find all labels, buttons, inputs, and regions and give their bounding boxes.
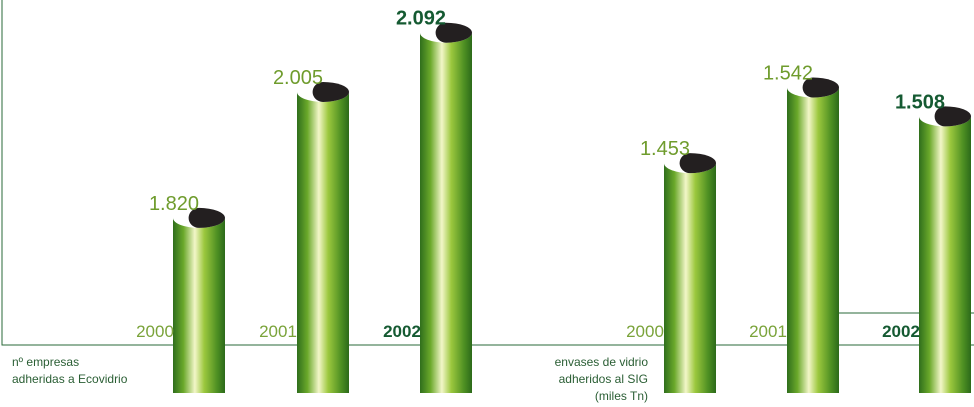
x-tick-label: 2002 [882,322,920,341]
value-label: 1.820 [149,193,199,215]
value-label: 1.542 [763,62,813,84]
value-label: 1.453 [640,138,690,160]
cylinder-cap-shadow [679,153,716,174]
x-tick-label: 2002 [383,322,421,341]
cylinder-cap-shadow [934,106,972,127]
chart-title: nº empresas [12,355,79,369]
cylinder [297,91,349,394]
x-tick-label: 2001 [259,322,297,341]
x-tick-label: 2001 [749,322,787,341]
chart-title: adheridas a Ecovidrio [12,372,128,386]
cylinder-cap-shadow [802,77,840,98]
cylinder [664,163,716,393]
cylinder [173,217,225,393]
frame-left [1,0,974,346]
value-label: 2.092 [396,8,446,30]
cylinder-cap-shadow [435,22,472,43]
cylinder-cap-shadow [188,207,226,228]
x-tick-label: 2000 [626,322,664,341]
chart-title: (miles Tn) [595,389,648,403]
cylinder-cap-shadow [312,81,350,102]
chart-title: envases de vidrio [555,355,649,369]
cylinder [420,32,472,393]
chart-title: adheridos al SIG [559,372,648,386]
value-label: 2.005 [273,67,323,89]
cylinder [787,87,839,393]
value-label: 1.508 [895,91,945,113]
cylinder [919,116,971,393]
x-tick-label: 2000 [136,322,174,341]
